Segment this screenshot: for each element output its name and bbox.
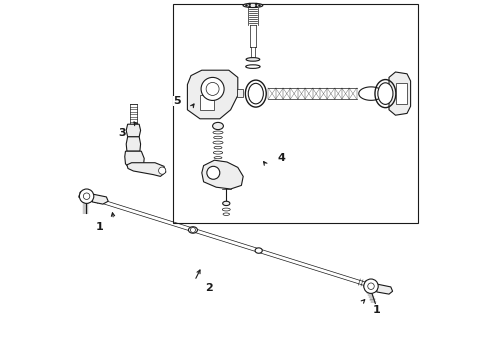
Polygon shape	[125, 151, 144, 169]
Polygon shape	[377, 284, 392, 294]
Text: 4: 4	[277, 153, 285, 163]
Circle shape	[191, 228, 196, 233]
Circle shape	[206, 82, 219, 95]
Ellipse shape	[213, 141, 223, 144]
Ellipse shape	[214, 147, 222, 149]
Text: 5: 5	[173, 96, 180, 106]
Polygon shape	[126, 124, 141, 137]
Text: 2: 2	[205, 283, 213, 293]
Circle shape	[364, 279, 378, 293]
Ellipse shape	[245, 65, 260, 68]
Text: 1: 1	[96, 222, 103, 232]
Ellipse shape	[248, 84, 263, 104]
Circle shape	[245, 4, 247, 6]
Circle shape	[368, 283, 374, 289]
Ellipse shape	[214, 157, 222, 159]
Polygon shape	[92, 194, 108, 204]
Ellipse shape	[255, 248, 262, 253]
Circle shape	[255, 3, 257, 5]
Ellipse shape	[222, 208, 230, 211]
Ellipse shape	[246, 58, 260, 61]
Circle shape	[255, 5, 257, 8]
Polygon shape	[200, 95, 215, 110]
Ellipse shape	[378, 83, 393, 104]
Text: 3: 3	[119, 128, 126, 138]
Polygon shape	[389, 72, 411, 115]
Circle shape	[201, 77, 224, 100]
Circle shape	[248, 5, 251, 8]
Polygon shape	[187, 70, 238, 119]
Circle shape	[207, 166, 220, 179]
Circle shape	[83, 193, 90, 199]
Ellipse shape	[214, 136, 222, 139]
Ellipse shape	[243, 3, 263, 8]
Ellipse shape	[214, 166, 222, 169]
Circle shape	[79, 189, 94, 203]
Circle shape	[159, 167, 166, 174]
Ellipse shape	[189, 227, 197, 233]
Ellipse shape	[213, 151, 222, 154]
Polygon shape	[202, 160, 243, 189]
Ellipse shape	[213, 122, 223, 130]
Bar	[238, 89, 243, 97]
Ellipse shape	[222, 201, 230, 206]
Polygon shape	[127, 163, 166, 176]
Circle shape	[248, 3, 251, 5]
Polygon shape	[126, 137, 141, 151]
Ellipse shape	[223, 213, 229, 215]
Bar	[173, 4, 418, 223]
Ellipse shape	[213, 131, 223, 134]
Text: 1: 1	[372, 305, 380, 315]
Ellipse shape	[213, 161, 223, 164]
Bar	[396, 83, 407, 104]
Circle shape	[258, 4, 261, 6]
